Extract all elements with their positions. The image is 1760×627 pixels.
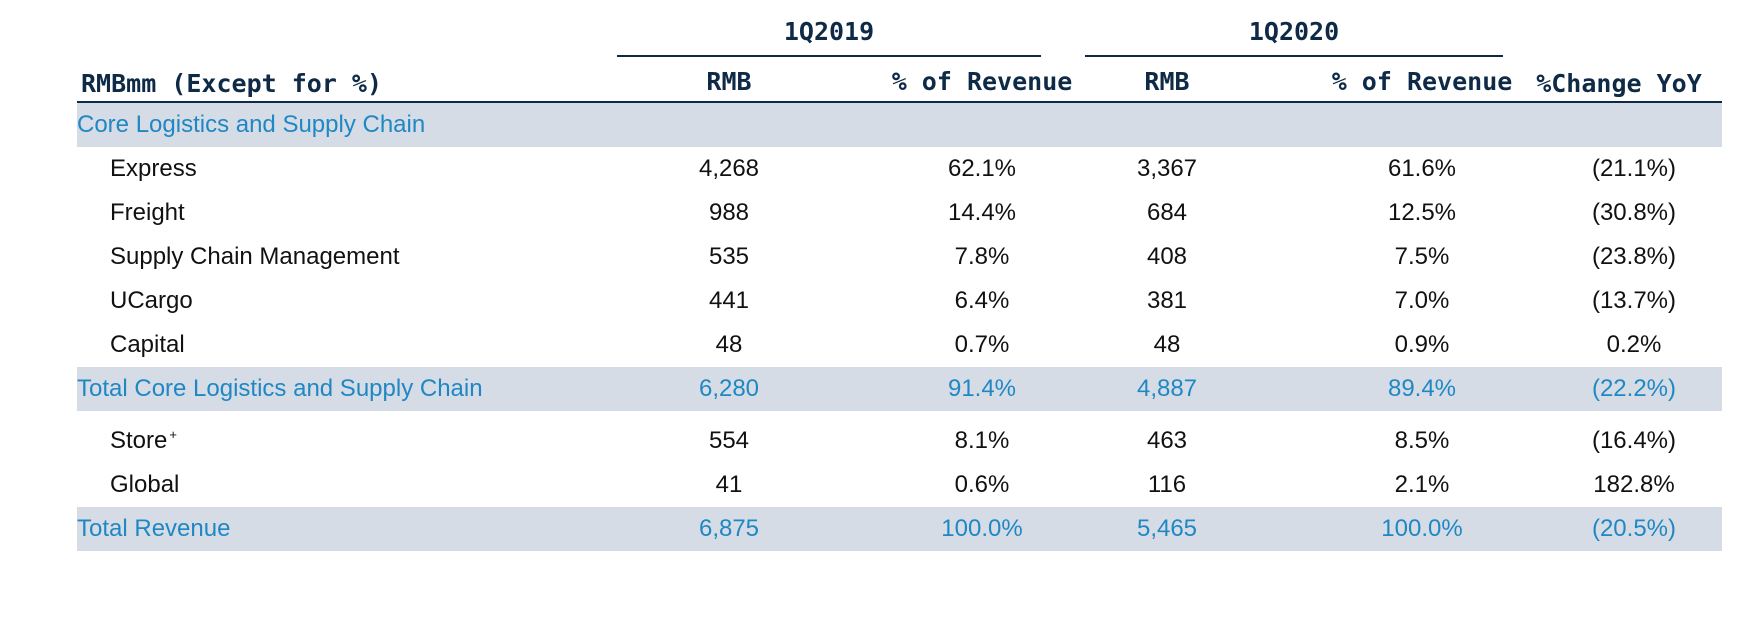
header-rule — [77, 101, 1722, 103]
cell-change-yoy: (21.1%) — [1591, 155, 1677, 182]
cell-change-yoy: (23.8%) — [1591, 243, 1677, 270]
total-row-core-logistics: Total Core Logistics and Supply Chain 6,… — [77, 367, 1722, 411]
col-header-rmb-2019: RMB — [706, 67, 752, 96]
revenue-table: Core Logistics and Supply Chain Express … — [77, 103, 1722, 551]
cell-change-yoy: 0.2% — [1606, 331, 1662, 358]
cell-pct-2019: 91.4% — [947, 375, 1017, 402]
cell-rmb-2020: 48 — [1153, 331, 1181, 358]
table-row-store: Store + 554 8.1% 463 8.5% (16.4%) — [77, 419, 1722, 463]
total-row-revenue: Total Revenue 6,875 100.0% 5,465 100.0% … — [77, 507, 1722, 551]
cell-pct-2019: 62.1% — [947, 155, 1017, 182]
row-label: Capital — [110, 331, 185, 358]
period-header-1q2020: 1Q2020 — [1248, 17, 1340, 46]
col-header-pct-rev-2019: % of Revenue — [891, 67, 1073, 96]
cell-change-yoy: (13.7%) — [1591, 287, 1677, 314]
cell-rmb-2019: 441 — [708, 287, 750, 314]
row-label: UCargo — [110, 287, 193, 314]
row-label: Express — [110, 155, 197, 182]
cell-pct-2019: 100.0% — [941, 515, 1023, 542]
cell-rmb-2020: 5,465 — [1136, 515, 1198, 542]
col-header-pct-rev-2020: % of Revenue — [1331, 67, 1513, 96]
cell-change-yoy: (22.2%) — [1591, 375, 1677, 402]
cell-rmb-2019: 6,280 — [698, 375, 760, 402]
cell-rmb-2019: 48 — [715, 331, 743, 358]
cell-rmb-2020: 684 — [1146, 199, 1188, 226]
cell-change-yoy: (30.8%) — [1591, 199, 1677, 226]
cell-change-yoy: (20.5%) — [1591, 515, 1677, 542]
cell-pct-2019: 0.7% — [954, 331, 1010, 358]
cell-rmb-2020: 3,367 — [1136, 155, 1198, 182]
cell-pct-2020: 0.9% — [1394, 331, 1450, 358]
period-underline-1q2020 — [1085, 55, 1503, 57]
col-header-change-yoy: %Change YoY — [1536, 69, 1702, 98]
table-row-supply-chain-management: Supply Chain Management 535 7.8% 408 7.5… — [77, 235, 1722, 279]
row-label: Store + — [110, 419, 177, 463]
period-underline-1q2019 — [617, 55, 1041, 57]
cell-pct-2020: 8.5% — [1394, 427, 1450, 454]
cell-pct-2020: 7.0% — [1394, 287, 1450, 314]
cell-pct-2019: 8.1% — [954, 427, 1010, 454]
row-label: Supply Chain Management — [110, 243, 400, 270]
row-label: Total Revenue — [77, 515, 231, 542]
cell-change-yoy: 182.8% — [1593, 471, 1675, 498]
cell-rmb-2020: 408 — [1146, 243, 1188, 270]
table-row-express: Express 4,268 62.1% 3,367 61.6% (21.1%) — [77, 147, 1722, 191]
unit-header: RMBmm (Except for %) — [81, 69, 383, 98]
cell-pct-2020: 7.5% — [1394, 243, 1450, 270]
period-header-1q2019: 1Q2019 — [783, 17, 875, 46]
col-header-rmb-2020: RMB — [1144, 67, 1190, 96]
footnote-marker: + — [169, 427, 177, 442]
row-label: Freight — [110, 199, 185, 226]
cell-pct-2019: 14.4% — [947, 199, 1017, 226]
cell-rmb-2019: 6,875 — [698, 515, 760, 542]
cell-pct-2020: 89.4% — [1387, 375, 1457, 402]
cell-pct-2020: 12.5% — [1387, 199, 1457, 226]
cell-rmb-2019: 535 — [708, 243, 750, 270]
row-label: Global — [110, 471, 180, 498]
cell-rmb-2019: 4,268 — [698, 155, 760, 182]
cell-pct-2019: 0.6% — [954, 471, 1010, 498]
section-row-core-logistics: Core Logistics and Supply Chain — [77, 103, 1722, 147]
cell-rmb-2020: 381 — [1146, 287, 1188, 314]
cell-rmb-2020: 4,887 — [1136, 375, 1198, 402]
cell-pct-2019: 6.4% — [954, 287, 1010, 314]
store-label-text: Store — [110, 427, 168, 454]
table-row-freight: Freight 988 14.4% 684 12.5% (30.8%) — [77, 191, 1722, 235]
cell-rmb-2019: 988 — [708, 199, 750, 226]
row-label: Core Logistics and Supply Chain — [77, 111, 426, 138]
cell-rmb-2020: 463 — [1146, 427, 1188, 454]
table-row-capital: Capital 48 0.7% 48 0.9% 0.2% — [77, 323, 1722, 367]
cell-pct-2020: 100.0% — [1381, 515, 1463, 542]
cell-pct-2020: 61.6% — [1387, 155, 1457, 182]
cell-rmb-2020: 116 — [1147, 471, 1187, 498]
cell-pct-2019: 7.8% — [954, 243, 1010, 270]
cell-change-yoy: (16.4%) — [1591, 427, 1677, 454]
cell-pct-2020: 2.1% — [1394, 471, 1450, 498]
table-row-global: Global 41 0.6% 116 2.1% 182.8% — [77, 463, 1722, 507]
table-row-ucargo: UCargo 441 6.4% 381 7.0% (13.7%) — [77, 279, 1722, 323]
cell-rmb-2019: 41 — [715, 471, 743, 498]
row-label: Total Core Logistics and Supply Chain — [77, 375, 483, 402]
cell-rmb-2019: 554 — [708, 427, 750, 454]
